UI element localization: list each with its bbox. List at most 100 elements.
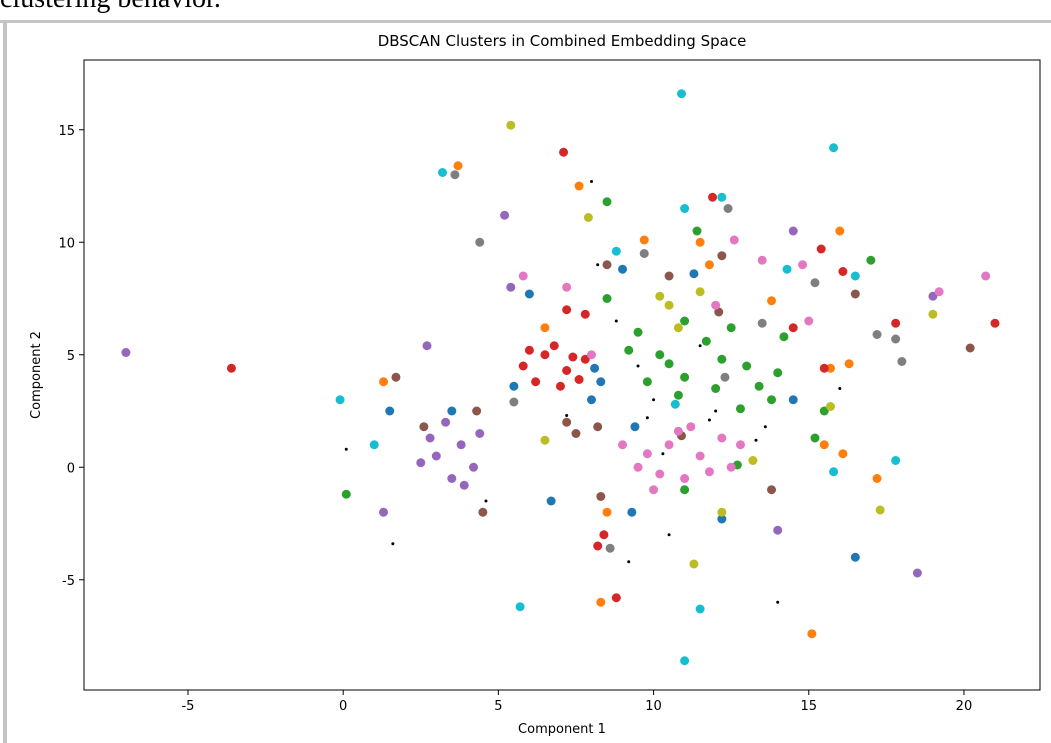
noise-point [667, 533, 671, 537]
point [425, 433, 435, 443]
point [571, 429, 581, 438]
noise-point [391, 542, 395, 546]
point [779, 332, 789, 342]
point [506, 120, 516, 130]
point [912, 568, 922, 578]
point [586, 350, 596, 360]
point [720, 372, 730, 382]
noise-point [776, 600, 780, 604]
point [695, 451, 705, 461]
noise-point [614, 319, 618, 323]
x-tick-label: 5 [494, 699, 502, 714]
point [767, 296, 777, 306]
point [655, 291, 665, 301]
point [518, 361, 528, 371]
point [633, 327, 643, 337]
point [754, 381, 764, 391]
point [677, 89, 686, 99]
point [689, 269, 699, 279]
point [639, 249, 649, 258]
noise-point [707, 418, 711, 422]
point [664, 440, 674, 450]
point [593, 541, 603, 551]
point [583, 213, 593, 222]
point [624, 345, 634, 355]
point [670, 399, 680, 409]
point [850, 271, 860, 281]
point [453, 161, 463, 171]
point [602, 294, 612, 303]
point [850, 289, 860, 299]
x-axis-label: Component 1 [518, 722, 606, 737]
point [655, 469, 665, 479]
point [447, 474, 457, 483]
y-axis-label: Component 2 [29, 331, 44, 419]
point [562, 417, 572, 427]
point [835, 226, 845, 236]
point [472, 406, 482, 416]
point [441, 417, 451, 427]
point [782, 264, 792, 274]
point [478, 507, 488, 517]
point [447, 406, 457, 416]
point [807, 629, 817, 639]
point [649, 485, 659, 495]
point [602, 507, 612, 517]
point [810, 278, 820, 288]
point [618, 440, 628, 450]
point [897, 357, 907, 366]
point [574, 181, 584, 191]
noise-point [754, 438, 758, 442]
point [735, 440, 745, 450]
x-tick-label: 0 [339, 699, 347, 714]
noise-point [596, 263, 600, 267]
point [692, 226, 702, 236]
x-tick-label: -5 [181, 699, 194, 714]
point [546, 496, 556, 506]
point [627, 507, 637, 517]
point [717, 507, 727, 517]
point [369, 440, 379, 450]
point [717, 514, 727, 524]
noise-point [565, 414, 569, 417]
point [689, 559, 699, 569]
point [767, 395, 777, 405]
x-tick-label: 15 [800, 699, 817, 714]
noise-point [636, 364, 640, 368]
noise-point [763, 425, 767, 429]
point [717, 354, 727, 364]
point [695, 287, 705, 297]
point [593, 422, 603, 432]
point [506, 282, 516, 292]
noise-point [714, 409, 718, 413]
point [872, 474, 882, 483]
point [891, 334, 901, 344]
point [596, 377, 606, 387]
point [611, 593, 621, 603]
point [714, 307, 724, 317]
point [686, 422, 696, 432]
point [438, 168, 447, 177]
point [680, 474, 690, 483]
point [829, 143, 839, 153]
point [618, 264, 628, 274]
point [562, 366, 572, 375]
point [717, 433, 727, 443]
point [664, 359, 674, 369]
point [459, 480, 469, 490]
point [509, 381, 519, 391]
point [555, 381, 565, 391]
point [695, 237, 705, 247]
point [757, 255, 767, 265]
point [655, 350, 665, 360]
plot-area [83, 59, 1041, 691]
point [844, 359, 854, 369]
point [568, 352, 578, 362]
point [664, 271, 674, 281]
point [673, 426, 683, 436]
frame [0, 20, 1051, 23]
point [559, 147, 569, 157]
point [742, 361, 752, 371]
point [788, 395, 798, 405]
point [819, 363, 829, 373]
